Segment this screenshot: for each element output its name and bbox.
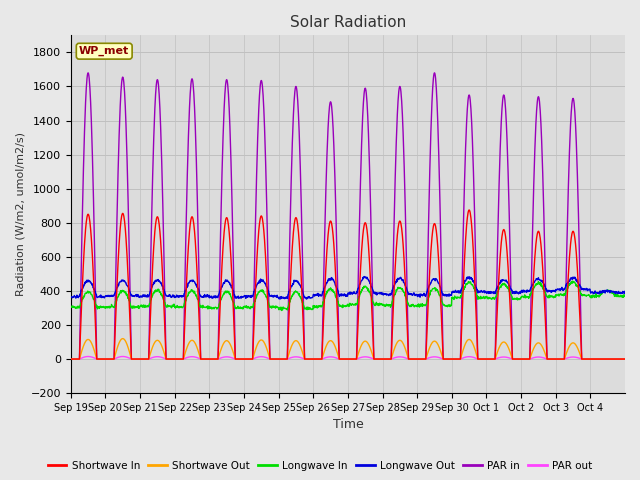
Y-axis label: Radiation (W/m2, umol/m2/s): Radiation (W/m2, umol/m2/s) [15, 132, 25, 296]
Text: WP_met: WP_met [79, 46, 129, 56]
Legend: Shortwave In, Shortwave Out, Longwave In, Longwave Out, PAR in, PAR out: Shortwave In, Shortwave Out, Longwave In… [44, 456, 596, 475]
X-axis label: Time: Time [333, 419, 364, 432]
Title: Solar Radiation: Solar Radiation [290, 15, 406, 30]
